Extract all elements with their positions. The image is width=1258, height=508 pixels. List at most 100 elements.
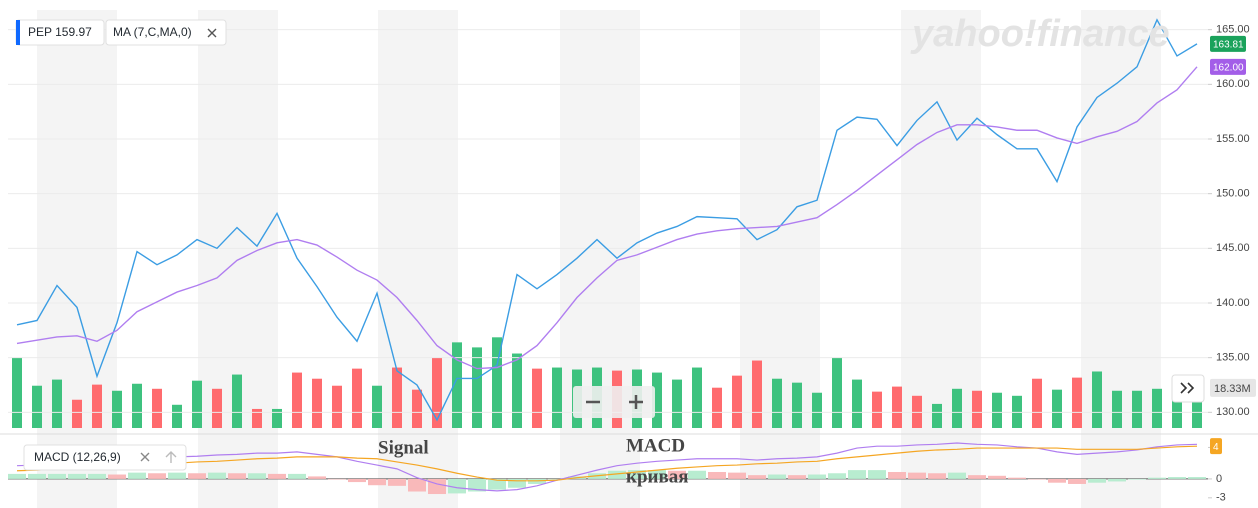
histogram-bar bbox=[148, 473, 166, 479]
histogram-bar bbox=[788, 475, 806, 479]
expand-icon bbox=[1180, 382, 1195, 394]
histogram-bar bbox=[348, 478, 366, 483]
close-icon[interactable] bbox=[140, 452, 150, 462]
histogram-bar bbox=[128, 472, 146, 479]
chip[interactable] bbox=[23, 444, 187, 471]
price-tag bbox=[1210, 438, 1222, 455]
volume-bar bbox=[132, 383, 142, 428]
volume-bar bbox=[52, 379, 62, 428]
volume-bar bbox=[1092, 371, 1102, 428]
volume-bar bbox=[372, 385, 382, 428]
histogram-bar bbox=[1108, 478, 1126, 482]
close-icon[interactable] bbox=[207, 28, 217, 38]
volume-bar bbox=[352, 368, 362, 428]
histogram-bar bbox=[408, 478, 426, 492]
histogram-bar bbox=[108, 474, 126, 479]
annotation: MACD bbox=[626, 435, 685, 456]
histogram-bar bbox=[168, 472, 186, 479]
y-tick-label: 0 bbox=[1216, 473, 1222, 485]
y-tick-label: 130.00 bbox=[1216, 406, 1250, 418]
histogram-bar bbox=[388, 478, 406, 486]
volume-bar bbox=[492, 337, 502, 428]
price-tag-label: 162.00 bbox=[1213, 62, 1244, 73]
volume-bar bbox=[672, 379, 682, 428]
histogram-bar bbox=[8, 473, 26, 479]
histogram-bar bbox=[868, 470, 886, 479]
histogram-bar bbox=[688, 470, 706, 479]
histogram-bar bbox=[908, 472, 926, 479]
volume-bar bbox=[272, 408, 282, 428]
volume-bar bbox=[1192, 387, 1202, 428]
expand-button[interactable] bbox=[1171, 374, 1205, 403]
volume-bar bbox=[712, 387, 722, 428]
volume-bar bbox=[1072, 377, 1082, 428]
volume-bar bbox=[192, 380, 202, 428]
line bbox=[16, 66, 1198, 370]
volume-bar bbox=[292, 372, 302, 428]
volume-bar bbox=[12, 357, 22, 428]
histogram-bar bbox=[1028, 478, 1046, 480]
volume-bar bbox=[152, 388, 162, 428]
volume-bar bbox=[1172, 392, 1182, 428]
histogram-bar bbox=[28, 473, 46, 479]
histogram-bar bbox=[428, 478, 446, 495]
zoom-in[interactable] bbox=[629, 395, 643, 409]
volume-tag-label: 18.33M bbox=[1214, 383, 1251, 395]
volume-bar bbox=[732, 375, 742, 428]
y-tick-label: 145.00 bbox=[1216, 242, 1250, 254]
volume-bar bbox=[932, 403, 942, 428]
chip[interactable] bbox=[105, 19, 227, 46]
histogram-bar bbox=[268, 473, 286, 479]
annotation: Signal bbox=[378, 437, 429, 458]
y-tick-label: 165.00 bbox=[1216, 24, 1250, 36]
volume-bar bbox=[992, 392, 1002, 428]
histogram-bar bbox=[708, 472, 726, 479]
histogram-bar bbox=[628, 470, 646, 479]
histogram-bar bbox=[988, 475, 1006, 479]
legend-label: MA (7,C,MA,0) bbox=[113, 25, 192, 39]
volume-bar bbox=[752, 360, 762, 428]
volume-bar bbox=[252, 408, 262, 428]
histogram-bar bbox=[1088, 478, 1106, 483]
volume-bar bbox=[92, 384, 102, 428]
y-tick-label: 140.00 bbox=[1216, 297, 1250, 309]
volume-bar bbox=[392, 367, 402, 428]
histogram-bar bbox=[748, 475, 766, 479]
histogram-bar bbox=[528, 478, 546, 484]
overlay: 18.33M 163.81 162.00 4 bbox=[1210, 35, 1256, 455]
volume-bar bbox=[952, 388, 962, 428]
chip-accent bbox=[16, 20, 20, 45]
volume-bar bbox=[552, 367, 562, 428]
histogram-bar bbox=[848, 470, 866, 479]
histogram-bar bbox=[808, 474, 826, 479]
price-tag bbox=[1210, 58, 1246, 75]
histogram-bar bbox=[888, 472, 906, 479]
volume-bar bbox=[1112, 390, 1122, 428]
line bbox=[16, 18, 1198, 422]
histogram-bar bbox=[728, 472, 746, 479]
histogram-bar bbox=[928, 473, 946, 479]
volume-bar bbox=[112, 390, 122, 428]
volume-bar bbox=[872, 391, 882, 428]
histogram-bar bbox=[488, 478, 506, 490]
histogram-bar bbox=[1148, 477, 1166, 479]
histogram-bar bbox=[88, 473, 106, 479]
y-tick-label: 155.00 bbox=[1216, 133, 1250, 145]
volume-bar bbox=[472, 347, 482, 428]
histogram-bar bbox=[48, 473, 66, 479]
histogram-bar bbox=[1068, 478, 1086, 484]
volume-bar bbox=[812, 392, 822, 428]
histogram-bar bbox=[448, 478, 466, 494]
volume-tag bbox=[1210, 378, 1256, 397]
volume-bar bbox=[212, 388, 222, 428]
histogram-bar bbox=[1128, 478, 1146, 480]
volume-bar bbox=[1032, 378, 1042, 428]
volume-bar bbox=[452, 342, 462, 428]
histogram-bar bbox=[968, 475, 986, 479]
histogram-bar bbox=[308, 476, 326, 479]
histogram-bar bbox=[1168, 477, 1186, 479]
up-icon[interactable] bbox=[165, 451, 177, 463]
histogram-bar bbox=[508, 478, 526, 488]
volume-bar bbox=[1132, 390, 1142, 428]
